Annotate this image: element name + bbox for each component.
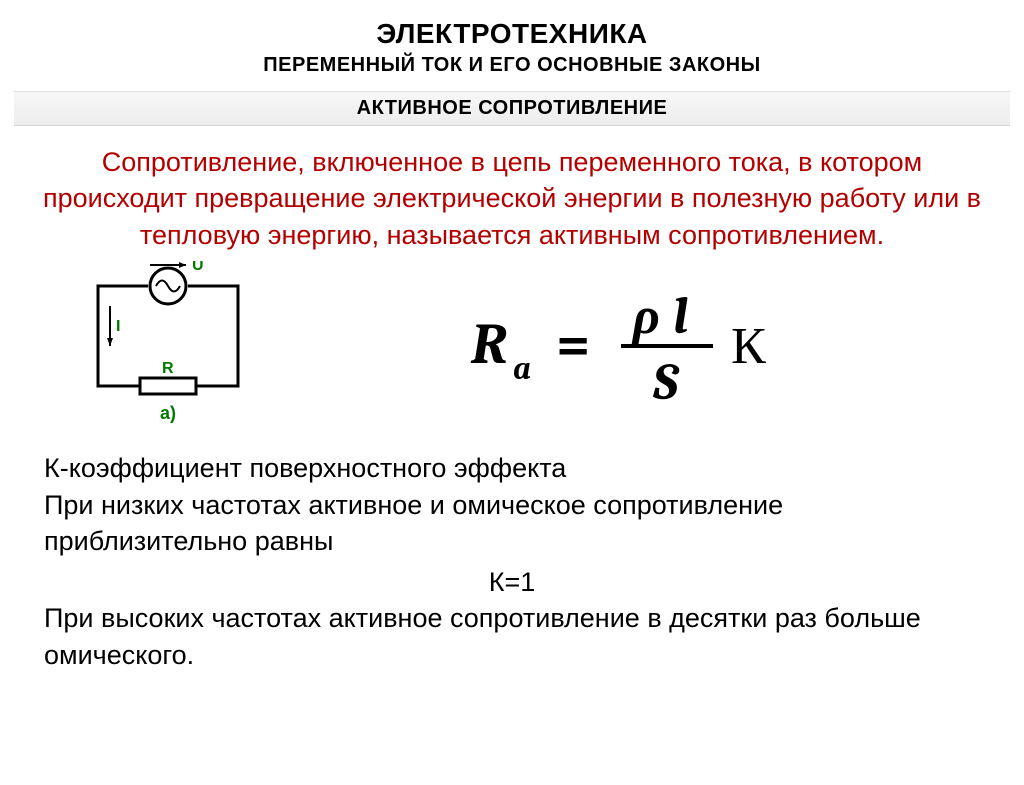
circuit-diagram: U I Rа) [78, 261, 258, 436]
svg-text:l: l [673, 287, 688, 347]
explain-line-2: При низких частотах активное и омическое… [44, 487, 980, 560]
svg-text:=: = [556, 311, 590, 378]
explain-center: К=1 [44, 564, 980, 600]
svg-text:U: U [192, 261, 204, 274]
page-subtitle: ПЕРЕМЕННЫЙ ТОК И ЕГО ОСНОВНЫЕ ЗАКОНЫ [0, 54, 1024, 77]
svg-text:a: a [513, 350, 531, 387]
svg-text:R: R [470, 311, 508, 378]
formula: Ra = ρlSК [298, 281, 984, 416]
page-title: ЭЛЕКТРОТЕХНИКА [0, 18, 1024, 50]
svg-text:R: R [162, 360, 174, 377]
figure-and-formula-row: U I Rа) Ra = ρlSК [0, 261, 1024, 436]
explain-line-3: При высоких частотах активное сопротивле… [44, 600, 980, 673]
explain-line-1: К-коэффициент поверхностного эффекта [44, 450, 980, 486]
svg-text:а): а) [160, 403, 176, 423]
svg-text:ρ: ρ [631, 287, 660, 347]
svg-text:К: К [731, 317, 766, 377]
definition-text: Сопротивление, включенное в цепь перемен… [40, 144, 984, 253]
svg-text:S: S [652, 353, 680, 411]
section-header: АКТИВНОЕ СОПРОТИВЛЕНИЕ [14, 91, 1010, 126]
explanation-block: К-коэффициент поверхностного эффекта При… [44, 450, 980, 673]
svg-text:I: I [116, 318, 120, 335]
